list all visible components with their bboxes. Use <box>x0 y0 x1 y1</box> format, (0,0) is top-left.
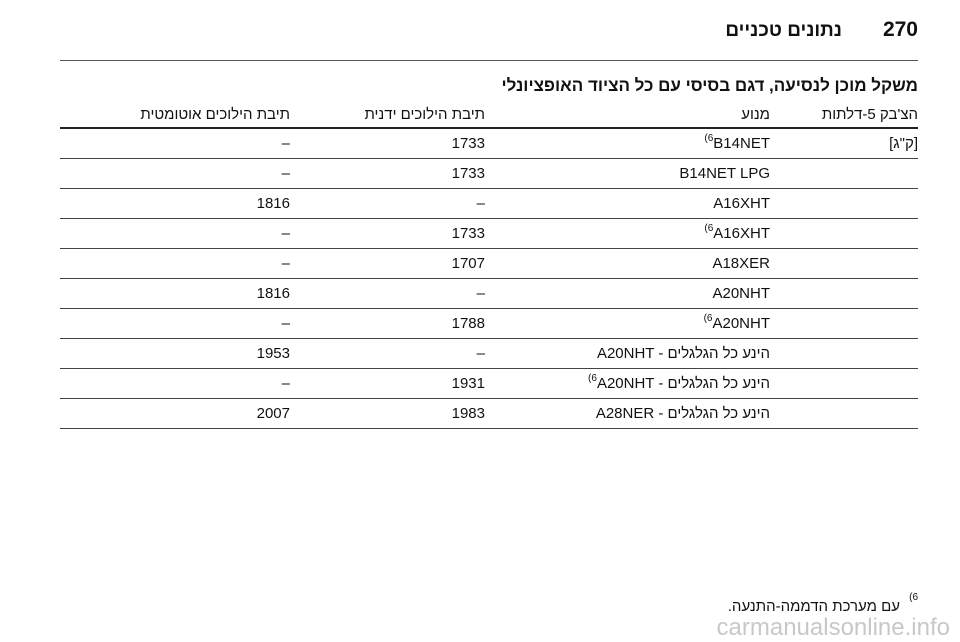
table-row: A20NHT –1816 <box>60 278 918 309</box>
engine-wrap: A16XHT <box>485 195 770 212</box>
engine-wrap: B14NET LPG <box>485 165 770 182</box>
table-row: A28NER - הינע כל הגלגלים 1983 2007 <box>60 398 918 429</box>
footnote-ref: 6) <box>703 313 713 324</box>
section-title: משקל מוכן לנסיעה, דגם בסיסי עם כל הציוד … <box>501 76 918 95</box>
manual-weight: 1788 <box>290 308 485 339</box>
engine-cell: B14NET 6) <box>485 128 770 159</box>
table-head: הצ'בק 5-דלתות מנוע תיבת הילוכים ידנית תיבת … <box>60 102 918 129</box>
engine-name: A18XER <box>712 255 770 272</box>
unit-cell: [ק"ג] <box>770 128 918 159</box>
column-header: תיבת הילוכים ידנית <box>290 102 485 129</box>
column-header: מנוע <box>485 102 770 129</box>
engine-cell: B14NET LPG <box>485 158 770 189</box>
automatic-weight: 1816 <box>60 278 290 309</box>
manual-weight: 1983 <box>290 398 485 429</box>
engine-wrap: A20NHT 6) <box>485 313 770 333</box>
header-rule <box>60 60 918 61</box>
engine-wrap: A20NHT - הינע כל הגלגלים <box>485 345 770 362</box>
table-row: [ק"ג] B14NET 6) 1733– <box>60 128 918 159</box>
weight-table: הצ'בק 5-דלתות מנוע תיבת הילוכים ידנית תיבת … <box>60 102 918 429</box>
empty-cell <box>770 308 918 339</box>
engine-cell: A20NHT - הינע כל הגלגלים 6) <box>485 368 770 399</box>
empty-cell <box>770 158 918 189</box>
column-header: תיבת הילוכים אוטומטית <box>60 102 290 129</box>
engine-name: A20NHT - הינע כל הגלגלים <box>596 345 770 362</box>
automatic-weight: 1816 <box>60 188 290 219</box>
engine-wrap: B14NET 6) <box>485 133 770 153</box>
engine-name: A20NHT <box>712 315 770 332</box>
manual-weight: 1733 <box>290 158 485 189</box>
footnote-text: עם מערכת הדממה-התנעה. <box>727 598 900 615</box>
empty-cell <box>770 338 918 369</box>
engine-name: B14NET <box>713 135 770 152</box>
table-row: A20NHT - הינע כל הגלגלים 6) 1931– <box>60 368 918 399</box>
manual-weight: – <box>290 278 485 309</box>
table-row: A20NHT 6) 1788– <box>60 308 918 339</box>
page-title: נתונים טכניים <box>725 20 842 41</box>
manual-weight: 1733 <box>290 128 485 159</box>
table-row: A16XHT 6) 1733– <box>60 218 918 249</box>
engine-name: A16XHT <box>713 225 770 242</box>
engine-cell: A28NER - הינע כל הגלגלים <box>485 398 770 429</box>
engine-cell: A20NHT - הינע כל הגלגלים <box>485 338 770 369</box>
empty-cell <box>770 278 918 309</box>
engine-cell: A16XHT <box>485 188 770 219</box>
manual-weight: 1931 <box>290 368 485 399</box>
manual-weight: 1707 <box>290 248 485 279</box>
page-number: 270 <box>882 18 918 41</box>
automatic-weight: – <box>60 218 290 249</box>
automatic-weight: – <box>60 128 290 159</box>
manual-weight: 1733 <box>290 218 485 249</box>
engine-wrap: A16XHT 6) <box>485 223 770 243</box>
manual-weight: – <box>290 338 485 369</box>
footnote-mark: 6) <box>909 592 918 603</box>
empty-cell <box>770 248 918 279</box>
table-row: A20NHT - הינע כל הגלגלים –1953 <box>60 338 918 369</box>
engine-wrap: A18XER <box>485 255 770 272</box>
automatic-weight: 2007 <box>60 398 290 429</box>
engine-name: A28NER - הינע כל הגלגלים <box>595 405 770 422</box>
table-row: A18XER 1707– <box>60 248 918 279</box>
automatic-weight: – <box>60 308 290 339</box>
empty-cell <box>770 368 918 399</box>
table-body: [ק"ג] B14NET 6) 1733– B14NET LPG 1733– A16XHT –… <box>60 128 918 429</box>
column-header: הצ'בק 5-דלתות <box>770 102 918 129</box>
empty-cell <box>770 218 918 249</box>
engine-name: A16XHT <box>713 195 770 212</box>
engine-name: A20NHT - הינע כל הגלגלים <box>596 375 770 392</box>
engine-cell: A18XER <box>485 248 770 279</box>
footnote-ref: 6) <box>588 373 597 384</box>
header-row: הצ'בק 5-דלתות מנוע תיבת הילוכים ידנית תיבת … <box>60 102 918 129</box>
watermark: carmanualsonline.info <box>716 614 950 641</box>
engine-cell: A20NHT <box>485 278 770 309</box>
empty-cell <box>770 188 918 219</box>
manual-weight: – <box>290 188 485 219</box>
automatic-weight: – <box>60 248 290 279</box>
engine-wrap: A20NHT - הינע כל הגלגלים 6) <box>485 373 770 393</box>
table-row: B14NET LPG 1733– <box>60 158 918 189</box>
footnote-ref: 6) <box>704 223 714 234</box>
table-row: A16XHT –1816 <box>60 188 918 219</box>
engine-cell: A16XHT 6) <box>485 218 770 249</box>
engine-wrap: A28NER - הינע כל הגלגלים <box>485 405 770 422</box>
engine-name: B14NET LPG <box>679 165 770 182</box>
engine-wrap: A20NHT <box>485 285 770 302</box>
engine-cell: A20NHT 6) <box>485 308 770 339</box>
automatic-weight: – <box>60 158 290 189</box>
empty-cell <box>770 398 918 429</box>
automatic-weight: – <box>60 368 290 399</box>
footnote-ref: 6) <box>704 133 714 144</box>
engine-name: A20NHT <box>712 285 770 302</box>
automatic-weight: 1953 <box>60 338 290 369</box>
